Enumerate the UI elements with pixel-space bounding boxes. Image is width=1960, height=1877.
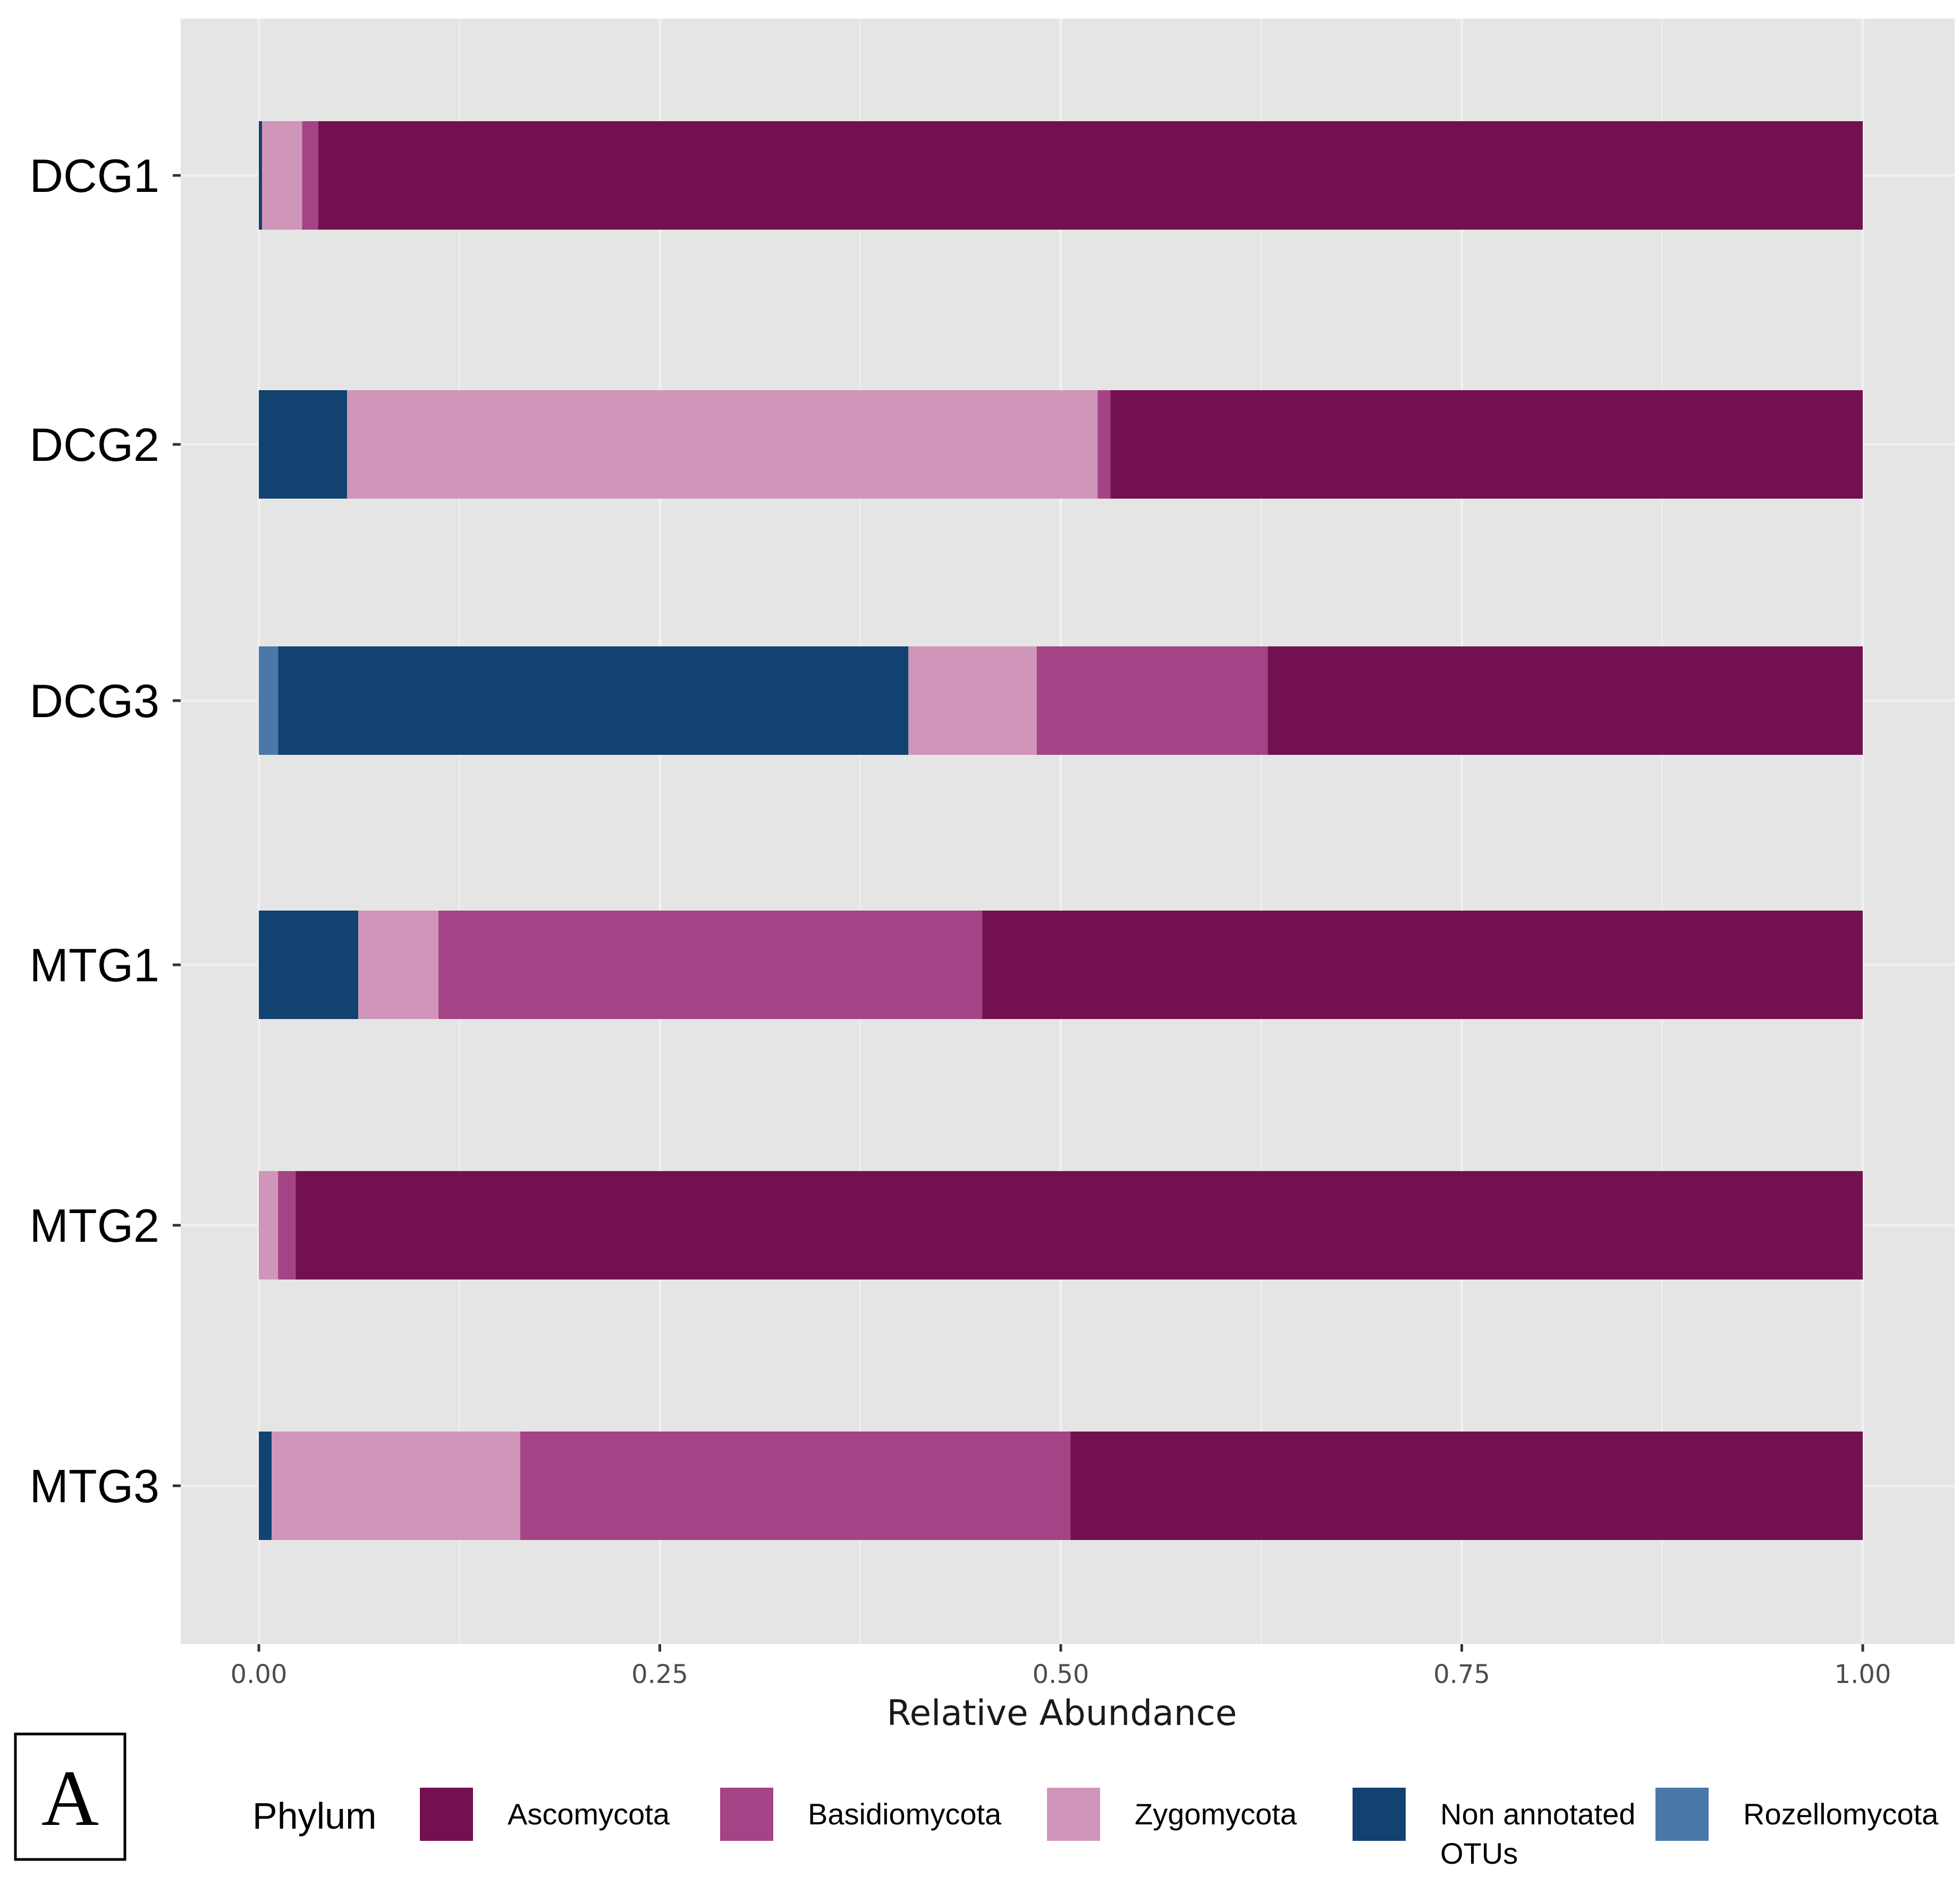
x-tick-label: 0.75 <box>1433 1660 1490 1689</box>
panel-label: A <box>41 1754 99 1842</box>
bar-segment-mtg3-basidiomycota <box>520 1432 1071 1540</box>
legend-key-non-annotated-otus <box>1353 1788 1406 1841</box>
bar-segment-mtg2-basidiomycota <box>278 1171 296 1280</box>
legend-title: Phylum <box>252 1795 376 1837</box>
x-tick-label: 0.25 <box>631 1660 688 1689</box>
bars <box>259 121 1863 1540</box>
legend-label-non-annotated-otus: Non annotated OTUs <box>1440 1797 1635 1870</box>
x-tick-label: 0.50 <box>1033 1660 1089 1689</box>
bar-segment-dcg3-non-annotated-otus <box>278 646 909 755</box>
legend-key-zygomycota <box>1047 1788 1100 1841</box>
legend-label-ascomycota: Ascomycota <box>508 1797 670 1831</box>
bar-segment-dcg1-ascomycota <box>318 121 1863 230</box>
bar-segment-mtg3-non-annotated-otus <box>259 1432 272 1540</box>
bar-segment-mtg3-ascomycota <box>1070 1432 1863 1540</box>
bar-segment-mtg2-zygomycota <box>259 1171 278 1280</box>
legend-key-rozellomycota <box>1655 1788 1709 1841</box>
y-tick-label: DCG1 <box>30 149 160 202</box>
y-tick-label: MTG1 <box>30 939 159 991</box>
bar-segment-dcg2-non-annotated-otus <box>259 390 347 499</box>
legend-label-rozellomycota: Rozellomycota <box>1743 1797 1939 1831</box>
y-tick-label: MTG3 <box>30 1460 159 1512</box>
bar-segment-mtg2-ascomycota <box>295 1171 1863 1280</box>
bar-segment-dcg2-basidiomycota <box>1097 390 1111 499</box>
bar-segment-dcg2-ascomycota <box>1110 390 1863 499</box>
y-tick-label: DCG3 <box>30 675 160 727</box>
panel-label-box <box>14 1732 126 1861</box>
bar-segment-dcg1-basidiomycota <box>302 121 318 230</box>
legend: Phylum Ascomycota Basidiomycota Zygomycota… <box>252 1788 1939 1870</box>
y-axis: DCG1 DCG2 DCG3 MTG1 MTG2 MTG3 <box>30 149 181 1512</box>
bar-segment-mtg3-zygomycota <box>272 1432 520 1540</box>
x-tick-label: 1.00 <box>1835 1660 1891 1689</box>
bar-segment-dcg3-ascomycota <box>1268 646 1863 755</box>
x-axis-title: Relative Abundance <box>887 1693 1237 1733</box>
x-axis: 0.00 0.25 0.50 0.75 1.00 <box>231 1644 1891 1689</box>
y-tick-label: MTG2 <box>30 1199 159 1252</box>
bar-segment-mtg1-zygomycota <box>358 911 439 1019</box>
bar-segment-dcg3-zygomycota <box>908 646 1037 755</box>
bar-segment-dcg1-zygomycota <box>262 121 302 230</box>
bar-segment-dcg2-zygomycota <box>347 390 1098 499</box>
bar-segment-dcg1-non-annotated-otus <box>259 121 263 230</box>
bar-segment-dcg3-basidiomycota <box>1036 646 1268 755</box>
legend-key-basidiomycota <box>720 1788 773 1841</box>
bar-segment-mtg1-basidiomycota <box>438 911 983 1019</box>
x-tick-label: 0.00 <box>231 1660 288 1689</box>
bar-segment-dcg3-rozellomycota <box>259 646 278 755</box>
bar-segment-mtg1-non-annotated-otus <box>259 911 359 1019</box>
legend-key-ascomycota <box>420 1788 473 1841</box>
legend-label-basidiomycota: Basidiomycota <box>808 1797 1002 1831</box>
plot-panel-background <box>181 19 1955 1644</box>
legend-label-zygomycota: Zygomycota <box>1135 1797 1297 1831</box>
y-tick-label: DCG2 <box>30 418 160 471</box>
bar-segment-mtg1-ascomycota <box>982 911 1863 1019</box>
